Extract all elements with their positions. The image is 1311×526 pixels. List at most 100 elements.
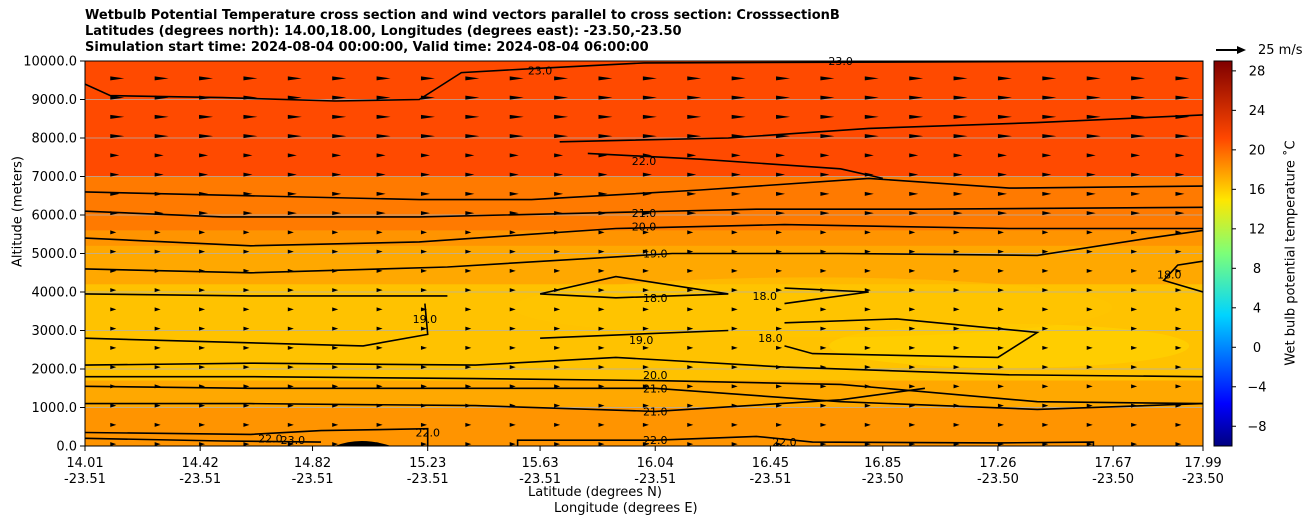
wind-vector xyxy=(420,230,427,235)
wind-vector xyxy=(820,134,835,139)
wind-vector xyxy=(820,422,827,427)
wind-vector xyxy=(420,191,430,196)
wind-vector xyxy=(1042,230,1049,235)
wind-vector xyxy=(776,230,783,235)
wind-vector xyxy=(997,326,1004,331)
wind-vector xyxy=(1086,95,1101,100)
wind-vector xyxy=(997,95,1012,100)
wind-vector xyxy=(199,365,206,370)
wind-vector xyxy=(110,249,117,254)
colorbar-tick-label: 0 xyxy=(1253,341,1261,356)
wind-vector xyxy=(731,268,738,273)
x-axis-label-longitude: Longitude (degrees E) xyxy=(554,501,698,516)
wind-vector xyxy=(332,153,342,158)
wind-vector xyxy=(953,172,963,177)
wind-vector xyxy=(1131,172,1141,177)
wind-vector xyxy=(1131,326,1138,331)
wind-vector xyxy=(731,153,741,158)
wind-vector xyxy=(864,442,871,446)
wind-vector xyxy=(465,403,472,408)
wind-vector xyxy=(687,172,697,177)
wind-vector xyxy=(953,114,968,119)
contour-label: 23.0 xyxy=(528,65,553,78)
wind-vector xyxy=(598,268,605,273)
wind-vector xyxy=(953,442,960,446)
wind-vector xyxy=(909,268,916,273)
wind-vector xyxy=(731,326,738,331)
wind-vector xyxy=(776,191,786,196)
contour-line xyxy=(559,114,1203,143)
wind-vector xyxy=(864,384,871,389)
wind-vector xyxy=(820,191,830,196)
wind-vector xyxy=(1086,114,1101,119)
contour-line xyxy=(85,303,429,347)
wind-vector xyxy=(953,249,960,254)
wind-vector xyxy=(1175,288,1182,293)
contour-line xyxy=(85,427,429,446)
wind-vector xyxy=(1175,384,1182,389)
wind-vector xyxy=(332,403,339,408)
x-axis-label-latitude: Latitude (degrees N) xyxy=(528,485,662,500)
colorbar-tick-label: 20 xyxy=(1249,143,1266,158)
wind-vector xyxy=(642,134,657,139)
wind-vector xyxy=(420,326,427,331)
wind-vector xyxy=(287,268,294,273)
wind-vector xyxy=(687,153,697,158)
wind-vector xyxy=(687,230,694,235)
wind-vector xyxy=(687,76,702,81)
wind-vector xyxy=(776,442,783,446)
wind-vector xyxy=(1042,365,1049,370)
wind-vector xyxy=(465,114,480,119)
wind-vector xyxy=(1131,403,1138,408)
wind-vector xyxy=(154,134,169,139)
wind-vector xyxy=(154,211,164,216)
x-tick-label-lon: -23.51 xyxy=(292,472,334,487)
wind-vector xyxy=(1131,153,1141,158)
wind-vector xyxy=(376,114,391,119)
wind-vector xyxy=(909,326,916,331)
wind-vector xyxy=(1175,249,1182,254)
wind-vector xyxy=(287,326,294,331)
wind-vector xyxy=(110,307,117,312)
wind-vector xyxy=(110,403,117,408)
wind-vector xyxy=(687,191,697,196)
wind-vector xyxy=(509,326,516,331)
wind-vector xyxy=(1175,307,1182,312)
wind-vector xyxy=(909,288,916,293)
wind-vector xyxy=(110,230,117,235)
wind-vector xyxy=(509,230,516,235)
wind-vector xyxy=(199,230,206,235)
wind-vector xyxy=(864,365,871,370)
wind-vector xyxy=(953,288,960,293)
wind-vector xyxy=(598,403,605,408)
y-tick-label: 2000.0 xyxy=(32,363,78,378)
wind-vector xyxy=(687,307,694,312)
wind-vector xyxy=(376,442,383,446)
wind-vector xyxy=(820,249,827,254)
wind-vector xyxy=(465,230,472,235)
wind-vector xyxy=(1042,114,1057,119)
wind-vector xyxy=(1175,442,1182,446)
wind-vector xyxy=(820,230,827,235)
wind-vector xyxy=(287,422,294,427)
wind-vector xyxy=(909,114,924,119)
wind-vector xyxy=(154,249,161,254)
wind-vector xyxy=(332,134,347,139)
wind-vector xyxy=(420,134,435,139)
wind-vector xyxy=(731,76,746,81)
contour-label: 20.0 xyxy=(643,369,668,382)
contour-label: 23.0 xyxy=(281,434,306,447)
wind-vector xyxy=(687,134,702,139)
y-tick-label: 9000.0 xyxy=(32,93,78,108)
contour-label: 21.0 xyxy=(643,382,668,395)
x-tick-label-lat: 14.01 xyxy=(66,456,103,471)
wind-vector xyxy=(154,442,161,446)
colorbar-tick-label: 4 xyxy=(1253,301,1261,316)
wind-vector xyxy=(243,422,250,427)
contour-line xyxy=(784,287,869,305)
wind-vector xyxy=(1086,211,1096,216)
x-tick-label-lat: 16.04 xyxy=(637,456,674,471)
contour-label: 22.0 xyxy=(643,434,668,447)
wind-vector xyxy=(1086,153,1096,158)
wind-vector xyxy=(420,422,427,427)
